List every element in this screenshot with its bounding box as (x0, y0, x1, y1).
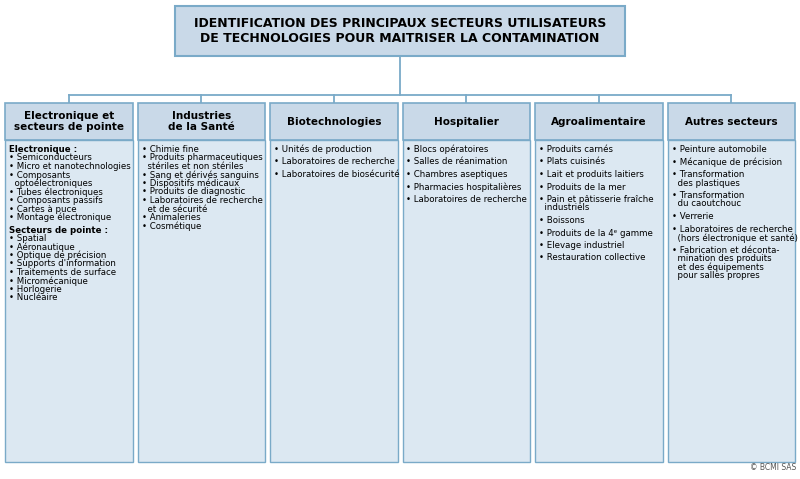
Text: • Semiconducteurs: • Semiconducteurs (9, 153, 92, 162)
FancyBboxPatch shape (667, 140, 795, 462)
Text: • Blocs opératoires: • Blocs opératoires (406, 145, 489, 155)
Text: • Montage électronique: • Montage électronique (9, 213, 111, 223)
FancyBboxPatch shape (5, 103, 133, 140)
Text: • Dispositifs médicaux: • Dispositifs médicaux (142, 179, 238, 189)
Text: • Traitements de surface: • Traitements de surface (9, 268, 116, 277)
Text: • Produits pharmaceutiques: • Produits pharmaceutiques (142, 153, 262, 162)
Text: mination des produits: mination des produits (671, 254, 771, 263)
FancyBboxPatch shape (402, 140, 530, 462)
Text: (hors électronique et santé): (hors électronique et santé) (671, 233, 798, 242)
Text: Electronique et
secteurs de pointe: Electronique et secteurs de pointe (14, 111, 124, 132)
Text: Autres secteurs: Autres secteurs (685, 116, 778, 126)
Text: • Composants passifs: • Composants passifs (9, 196, 102, 205)
Text: Electronique :: Electronique : (9, 145, 77, 154)
Text: • Animaleries: • Animaleries (142, 213, 200, 222)
Text: • Nucléaire: • Nucléaire (9, 294, 58, 303)
FancyBboxPatch shape (270, 140, 398, 462)
Text: Secteurs de pointe :: Secteurs de pointe : (9, 226, 108, 235)
Text: industriels: industriels (539, 204, 590, 213)
Text: • Micro et nanotechnologies: • Micro et nanotechnologies (9, 162, 130, 171)
Text: • Horlogerie: • Horlogerie (9, 285, 62, 294)
Text: et de sécurité: et de sécurité (142, 205, 207, 214)
Text: • Produits carnés: • Produits carnés (539, 145, 613, 154)
Text: • Aéronautique: • Aéronautique (9, 242, 74, 252)
Text: • Laboratoires de recherche: • Laboratoires de recherche (142, 196, 262, 205)
Text: • Composants: • Composants (9, 171, 70, 180)
Text: • Verrerie: • Verrerie (671, 212, 713, 221)
FancyBboxPatch shape (175, 6, 625, 56)
Text: © BCMI SAS: © BCMI SAS (750, 463, 796, 472)
Text: • Supports d'information: • Supports d'information (9, 260, 116, 269)
FancyBboxPatch shape (535, 140, 662, 462)
FancyBboxPatch shape (270, 103, 398, 140)
Text: • Spatial: • Spatial (9, 234, 46, 243)
Text: pour salles propres: pour salles propres (671, 271, 759, 280)
Text: • Laboratoires de biosécurité: • Laboratoires de biosécurité (274, 170, 400, 179)
Text: • Cosmétique: • Cosmétique (142, 221, 201, 231)
Text: • Unités de production: • Unités de production (274, 145, 372, 155)
Text: • Laboratoires de recherche: • Laboratoires de recherche (671, 225, 792, 233)
Text: • Produits de diagnostic: • Produits de diagnostic (142, 187, 245, 196)
Text: • Laboratoires de recherche: • Laboratoires de recherche (406, 195, 527, 204)
Text: Industries
de la Santé: Industries de la Santé (168, 111, 234, 132)
Text: Agroalimentaire: Agroalimentaire (551, 116, 646, 126)
Text: • Transformation: • Transformation (671, 191, 744, 200)
Text: • Salles de réanimation: • Salles de réanimation (406, 158, 508, 167)
Text: • Pharmacies hospitalières: • Pharmacies hospitalières (406, 182, 522, 192)
Text: • Pain et pâtisserie fraîche: • Pain et pâtisserie fraîche (539, 195, 654, 204)
Text: • Cartes à puce: • Cartes à puce (9, 205, 77, 214)
Text: • Elevage industriel: • Elevage industriel (539, 241, 624, 250)
Text: • Produits de la mer: • Produits de la mer (539, 182, 626, 192)
Text: Hospitalier: Hospitalier (434, 116, 498, 126)
Text: optoélectroniques: optoélectroniques (9, 179, 92, 189)
Text: • Chambres aseptiques: • Chambres aseptiques (406, 170, 508, 179)
Text: • Mécanique de précision: • Mécanique de précision (671, 158, 782, 167)
Text: et des équipements: et des équipements (671, 262, 763, 272)
Text: • Lait et produits laitiers: • Lait et produits laitiers (539, 170, 644, 179)
FancyBboxPatch shape (667, 103, 795, 140)
Text: stériles et non stériles: stériles et non stériles (142, 162, 243, 171)
Text: IDENTIFICATION DES PRINCIPAUX SECTEURS UTILISATEURS
DE TECHNOLOGIES POUR MAITRIS: IDENTIFICATION DES PRINCIPAUX SECTEURS U… (194, 17, 606, 45)
Text: • Restauration collective: • Restauration collective (539, 253, 646, 262)
Text: • Boissons: • Boissons (539, 216, 585, 225)
Text: • Peinture automobile: • Peinture automobile (671, 145, 766, 154)
Text: • Tubes électroniques: • Tubes électroniques (9, 187, 103, 197)
Text: • Sang et dérivés sanguins: • Sang et dérivés sanguins (142, 171, 258, 180)
Text: du caoutchouc: du caoutchouc (671, 199, 741, 208)
Text: • Produits de la 4ᵉ gamme: • Produits de la 4ᵉ gamme (539, 228, 653, 238)
FancyBboxPatch shape (535, 103, 662, 140)
Text: • Plats cuisinés: • Plats cuisinés (539, 158, 605, 167)
Text: des plastiques: des plastiques (671, 179, 739, 187)
FancyBboxPatch shape (138, 140, 265, 462)
Text: • Chimie fine: • Chimie fine (142, 145, 198, 154)
FancyBboxPatch shape (138, 103, 265, 140)
Text: • Micromécanique: • Micromécanique (9, 276, 88, 286)
FancyBboxPatch shape (5, 140, 133, 462)
Text: • Laboratoires de recherche: • Laboratoires de recherche (274, 158, 395, 167)
Text: • Transformation: • Transformation (671, 170, 744, 179)
FancyBboxPatch shape (402, 103, 530, 140)
Text: • Optique de précision: • Optique de précision (9, 251, 106, 261)
Text: Biotechnologies: Biotechnologies (286, 116, 381, 126)
Text: • Fabrication et déconta-: • Fabrication et déconta- (671, 246, 779, 254)
